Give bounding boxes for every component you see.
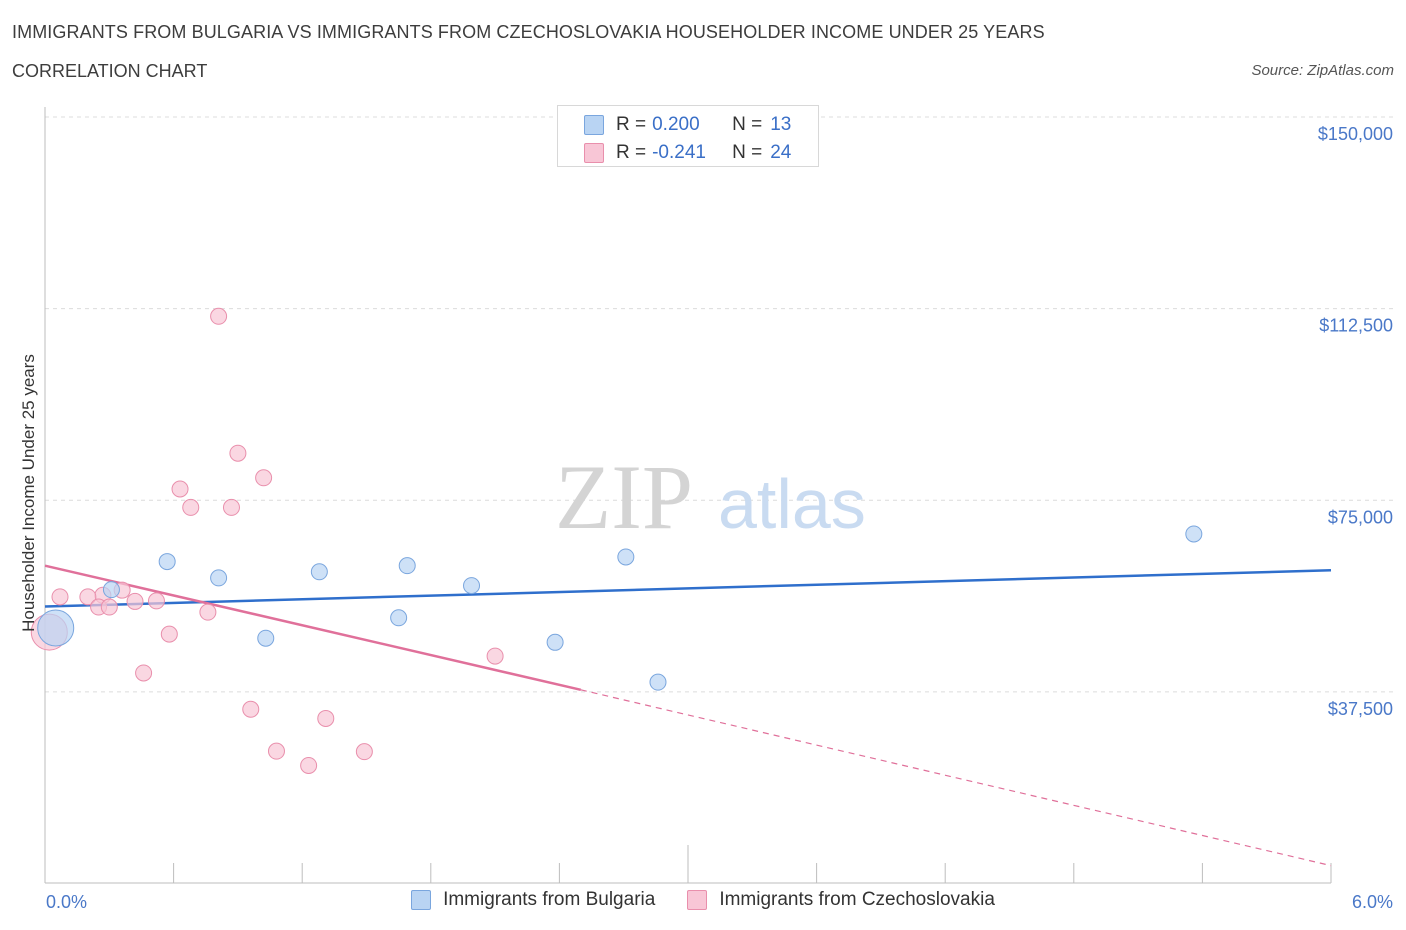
data-points xyxy=(30,307,1203,774)
source-label: Source: ZipAtlas.com xyxy=(1251,62,1394,79)
y-tick-label-1: $75,000 xyxy=(1328,507,1393,527)
czechoslovakia-point-20 xyxy=(300,756,318,774)
czechoslovakia-point-21 xyxy=(317,709,335,727)
watermark-atlas: atlas xyxy=(718,465,866,543)
czech-legend-swatch xyxy=(687,890,708,910)
bulgaria-point-6 xyxy=(390,609,408,627)
tick-labels: $37,500 $75,000 $112,500 $150,000 0.0% 6.0% xyxy=(46,124,1393,912)
czechoslovakia-point-7 xyxy=(126,592,144,610)
trend-line-bulgaria xyxy=(44,569,1332,608)
trend-line-czechoslovakia xyxy=(44,564,582,692)
grid-lines xyxy=(45,116,1395,693)
legend-row-bulgaria: R = 0.200 N = 13 xyxy=(584,112,791,138)
n-label: N = xyxy=(732,114,763,135)
r-value-bulgaria: 0.200 xyxy=(652,114,700,135)
legend-label-bulgaria: Immigrants from Bulgaria xyxy=(443,889,656,910)
czechoslovakia-point-16 xyxy=(229,444,247,462)
bulgaria-point-3 xyxy=(210,569,228,587)
legend-item-czechoslovakia: Immigrants from Czechoslovakia xyxy=(687,889,995,911)
chart-title: IMMIGRANTS FROM BULGARIA VS IMMIGRANTS F… xyxy=(12,22,1045,42)
n-value-bulgaria: 13 xyxy=(770,114,792,135)
czechoslovakia-point-13 xyxy=(199,603,217,621)
n-label: N = xyxy=(732,142,763,163)
czechoslovakia-point-8 xyxy=(147,592,165,610)
czechoslovakia-point-14 xyxy=(210,307,228,325)
y-tick-label-2: $112,500 xyxy=(1319,316,1393,336)
bulgaria-point-0 xyxy=(37,609,75,647)
bulgaria-point-1 xyxy=(102,581,120,599)
czechoslovakia-point-23 xyxy=(486,647,504,665)
axes xyxy=(44,107,1332,884)
r-label: R = xyxy=(616,142,647,163)
bulgaria-point-10 xyxy=(617,548,635,566)
bulgaria-point-9 xyxy=(546,633,564,651)
bulgaria-point-11 xyxy=(649,673,667,691)
r-label: R = xyxy=(616,114,647,135)
y-tick-label-3: $150,000 xyxy=(1318,124,1393,144)
czechoslovakia-point-5 xyxy=(100,598,118,616)
czechoslovakia-point-15 xyxy=(222,498,240,516)
series-legend: Immigrants from Bulgaria Immigrants from… xyxy=(0,889,1406,911)
czechoslovakia-point-17 xyxy=(242,700,260,718)
bulgaria-point-12 xyxy=(1185,525,1203,543)
chart-subtitle: CORRELATION CHART xyxy=(12,61,208,81)
correlation-legend: R = 0.200 N = 13 R = -0.241 N = 24 xyxy=(557,105,819,167)
watermark: ZIP atlas xyxy=(555,446,866,548)
x-tick-label-max: 6.0% xyxy=(1352,892,1393,912)
legend-item-bulgaria: Immigrants from Bulgaria xyxy=(411,889,655,911)
czechoslovakia-point-11 xyxy=(171,480,189,498)
czechoslovakia-point-10 xyxy=(160,625,178,643)
r-value-czechoslovakia: -0.241 xyxy=(652,142,706,163)
legend-row-czechoslovakia: R = -0.241 N = 24 xyxy=(584,140,791,166)
bulgaria-point-4 xyxy=(257,629,275,647)
czech-swatch xyxy=(584,143,604,163)
x-tick-label-min: 0.0% xyxy=(46,892,87,912)
bulgaria-point-8 xyxy=(463,577,481,595)
n-value-czechoslovakia: 24 xyxy=(770,142,792,163)
czechoslovakia-point-19 xyxy=(267,742,285,760)
bulgaria-point-7 xyxy=(398,557,416,575)
bulgaria-point-2 xyxy=(158,553,176,571)
bulgaria-point-5 xyxy=(310,563,328,581)
czechoslovakia-point-9 xyxy=(135,664,153,682)
czechoslovakia-point-18 xyxy=(255,469,273,487)
watermark-zip: ZIP xyxy=(555,446,693,548)
legend-label-czechoslovakia: Immigrants from Czechoslovakia xyxy=(719,889,995,910)
czechoslovakia-point-1 xyxy=(51,588,69,606)
y-axis-label: Householder Income Under 25 years xyxy=(19,354,38,632)
trend-lines xyxy=(44,564,1332,867)
trend-line-czechoslovakia-extrapolated xyxy=(580,689,1332,867)
czechoslovakia-point-12 xyxy=(182,498,200,516)
czechoslovakia-point-3 xyxy=(79,588,97,606)
bulgaria-legend-swatch xyxy=(411,890,432,910)
czechoslovakia-point-22 xyxy=(355,743,373,761)
bulgaria-swatch xyxy=(584,115,604,135)
y-tick-label-0: $37,500 xyxy=(1328,699,1393,719)
